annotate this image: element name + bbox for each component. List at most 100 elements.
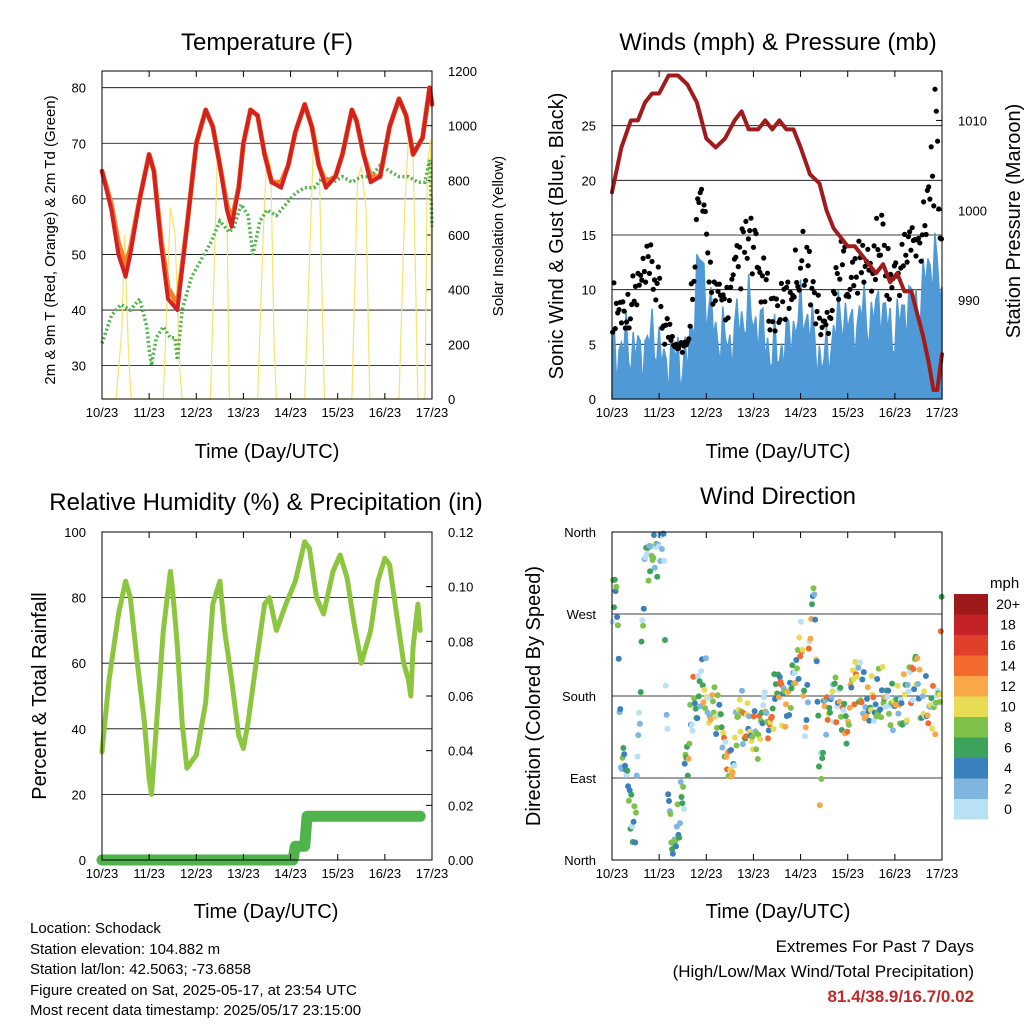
direction-point bbox=[884, 694, 891, 700]
direction-point bbox=[791, 669, 798, 676]
gust-point bbox=[709, 289, 715, 295]
direction-point bbox=[636, 720, 643, 727]
direction-point bbox=[904, 717, 910, 724]
gust-point bbox=[766, 318, 772, 324]
direction-point bbox=[805, 645, 812, 652]
direction-point bbox=[692, 705, 699, 712]
direction-point bbox=[644, 550, 650, 557]
gust-point bbox=[806, 248, 813, 254]
direction-point bbox=[662, 682, 669, 689]
gust-point bbox=[880, 221, 886, 227]
direction-point bbox=[631, 803, 638, 810]
gust-point bbox=[778, 280, 785, 286]
y-tick-label: East bbox=[570, 771, 596, 786]
direction-point bbox=[936, 691, 943, 698]
gust-point bbox=[655, 264, 661, 270]
x-tick-label: 13/23 bbox=[227, 866, 260, 881]
direction-point bbox=[728, 747, 734, 753]
direction-point bbox=[678, 794, 685, 800]
gust-point bbox=[687, 323, 693, 329]
direction-point bbox=[930, 682, 936, 689]
gust-point bbox=[847, 286, 853, 292]
gust-point bbox=[662, 341, 668, 347]
direction-point bbox=[611, 576, 618, 583]
direction-point bbox=[848, 684, 855, 691]
direction-point bbox=[743, 733, 749, 740]
y-tick-label: West bbox=[567, 607, 597, 622]
direction-point bbox=[763, 710, 770, 716]
gust-point bbox=[626, 325, 632, 331]
direction-point bbox=[691, 695, 698, 702]
direction-point bbox=[810, 585, 817, 592]
gust-point bbox=[721, 296, 727, 302]
direction-point bbox=[744, 700, 751, 707]
gust-point bbox=[928, 144, 934, 150]
gust-point bbox=[691, 278, 697, 284]
gust-point bbox=[641, 268, 648, 275]
x-tick-label: 10/23 bbox=[596, 866, 629, 881]
direction-point bbox=[887, 722, 894, 729]
direction-point bbox=[928, 695, 935, 702]
direction-point bbox=[614, 614, 621, 620]
gust-point bbox=[750, 244, 757, 250]
gust-point bbox=[803, 278, 809, 284]
direction-point bbox=[651, 532, 657, 538]
y-tick-label: 50 bbox=[72, 247, 86, 262]
gust-point bbox=[693, 216, 700, 223]
direction-point bbox=[770, 726, 777, 732]
y-tick-label-right: 0.06 bbox=[448, 689, 473, 704]
direction-point bbox=[654, 573, 661, 580]
direction-point bbox=[658, 546, 665, 552]
gust-point bbox=[758, 299, 764, 305]
direction-point bbox=[667, 811, 674, 817]
gust-point bbox=[735, 264, 741, 270]
direction-point bbox=[932, 731, 939, 738]
direction-point bbox=[829, 688, 836, 695]
temperature-ylabel-left: 2m & 9m T (Red, Orange) & 2m Td (Green) bbox=[42, 95, 59, 384]
direction-point bbox=[799, 646, 806, 653]
gust-point bbox=[879, 212, 885, 218]
direction-point bbox=[636, 709, 643, 716]
y-tick-label-right: 1000 bbox=[958, 203, 987, 218]
gust-point bbox=[747, 228, 753, 234]
gust-point bbox=[648, 242, 654, 248]
direction-point bbox=[685, 755, 692, 762]
y-tick-label: 80 bbox=[72, 81, 86, 96]
gust-point bbox=[725, 315, 731, 321]
direction-point bbox=[895, 710, 902, 717]
gust-point bbox=[902, 231, 908, 237]
gust-point bbox=[679, 349, 686, 355]
gust-point bbox=[740, 229, 747, 235]
x-tick-label: 17/23 bbox=[926, 405, 959, 420]
gust-point bbox=[801, 282, 807, 288]
direction-point bbox=[614, 622, 621, 629]
x-tick-label: 11/23 bbox=[643, 405, 675, 420]
direction-point bbox=[827, 709, 833, 716]
gust-point bbox=[729, 276, 735, 282]
direction-point bbox=[687, 701, 694, 708]
direction-point bbox=[843, 740, 850, 747]
y-tick-label: 25 bbox=[582, 119, 596, 134]
gust-point bbox=[657, 275, 663, 281]
gust-point bbox=[780, 299, 786, 305]
legend-swatch bbox=[954, 614, 988, 635]
direction-point bbox=[746, 713, 753, 720]
gust-point bbox=[923, 231, 929, 238]
direction-point bbox=[707, 716, 714, 723]
gust-point bbox=[707, 259, 714, 265]
gust-point bbox=[622, 325, 628, 331]
gust-point bbox=[932, 86, 938, 92]
gust-point bbox=[796, 287, 802, 293]
x-tick-label: 16/23 bbox=[369, 866, 402, 881]
y-tick-label: 30 bbox=[72, 359, 86, 374]
gust-point bbox=[783, 284, 790, 290]
gust-point bbox=[828, 315, 834, 321]
direction-point bbox=[797, 653, 804, 660]
direction-point bbox=[709, 692, 716, 698]
y-tick-label: 40 bbox=[72, 722, 86, 737]
x-tick-label: 12/23 bbox=[690, 866, 723, 881]
legend-swatch bbox=[954, 655, 988, 676]
gust-point bbox=[809, 285, 815, 291]
direction-point bbox=[837, 684, 844, 691]
gust-point bbox=[922, 223, 928, 229]
